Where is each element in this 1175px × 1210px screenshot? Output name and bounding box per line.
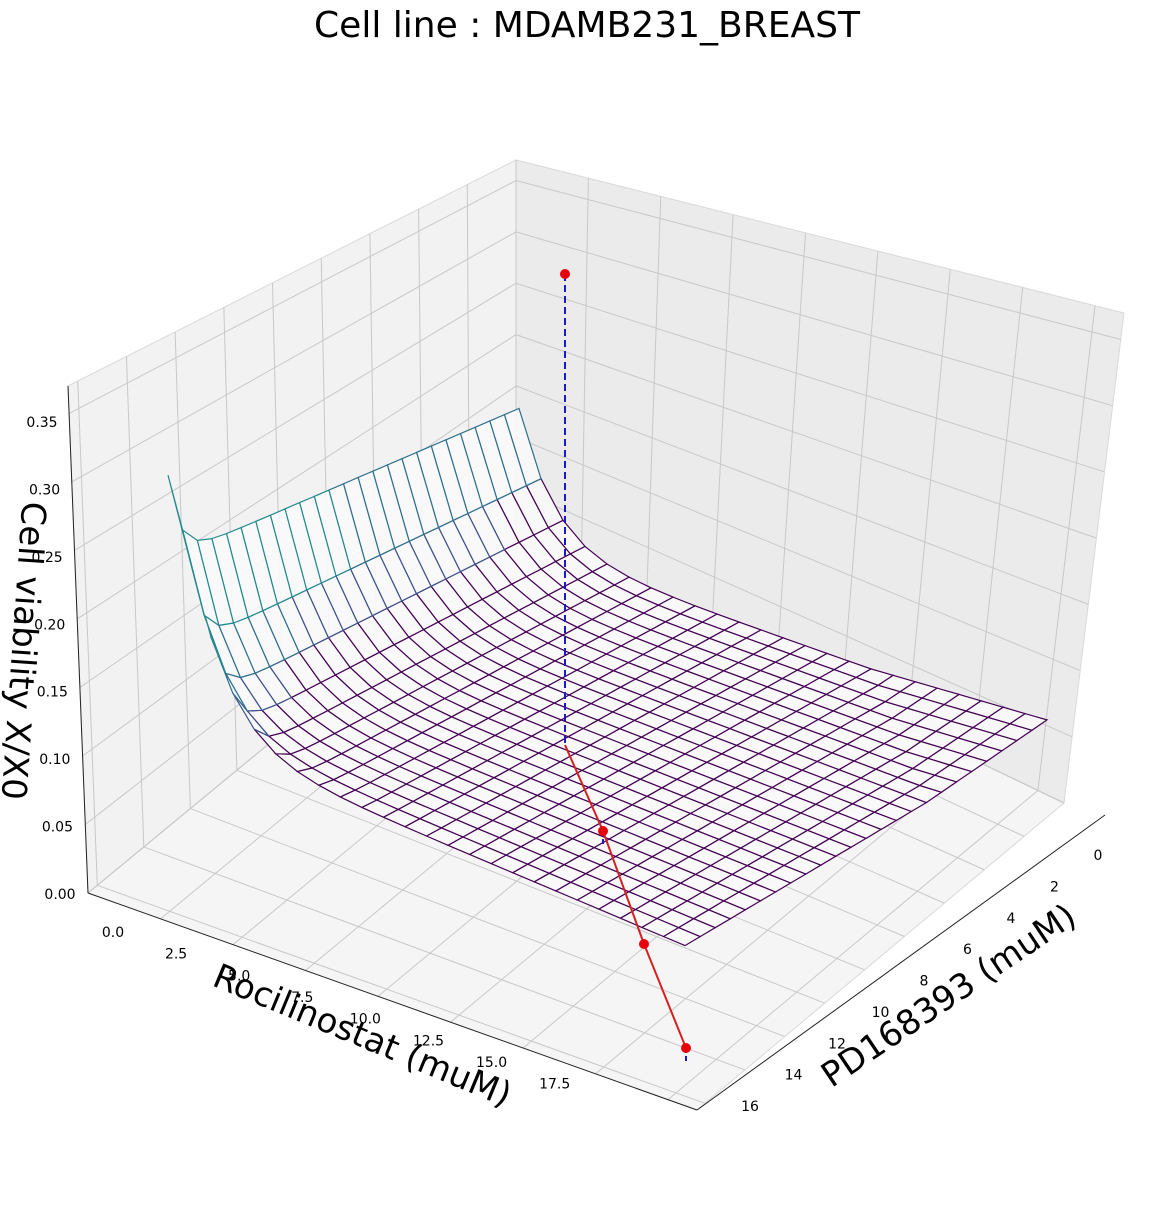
z-tick-label: 0.35 bbox=[26, 415, 57, 431]
z-tick-label: 0.10 bbox=[39, 752, 70, 768]
data-point bbox=[639, 939, 649, 949]
back-grid-x bbox=[972, 287, 1024, 760]
data-point bbox=[681, 1043, 691, 1053]
y-tick-label: 2 bbox=[1050, 879, 1059, 895]
x-tick-label: 12.5 bbox=[413, 1033, 444, 1049]
y-tick-label: 0 bbox=[1094, 848, 1103, 864]
surface-mesh bbox=[167, 407, 1049, 947]
z-grid-line bbox=[74, 282, 1105, 551]
z-axis-line bbox=[67, 385, 89, 894]
floor-grid-y bbox=[97, 884, 706, 1104]
y-axis-line bbox=[696, 814, 1106, 1111]
back-grid-x bbox=[776, 232, 807, 666]
y-tick-label: 12 bbox=[828, 1036, 846, 1052]
z-grid-line bbox=[76, 334, 1097, 620]
back-grid-x bbox=[906, 269, 951, 728]
z-tick-label: 0.05 bbox=[42, 820, 73, 836]
y-tick-label: 8 bbox=[920, 974, 929, 990]
left-grid-y bbox=[174, 331, 191, 809]
x-tick-label: 10.0 bbox=[350, 1012, 381, 1028]
back-grid-x bbox=[1037, 305, 1096, 791]
chart-title: Cell line : MDAMB231_BREAST bbox=[314, 5, 861, 46]
data-point bbox=[598, 826, 608, 836]
tick-labels: 0.0 2.5 5.0 7.5 10.0 12.5 15.0 17.5 0 2 4 6 8 10 12 14 1… bbox=[26, 415, 1102, 1115]
trajectory-line bbox=[564, 744, 687, 1049]
floor-grid-y bbox=[236, 769, 825, 1004]
back-grid-x bbox=[645, 196, 662, 603]
y-tick-label: 10 bbox=[872, 1005, 890, 1021]
x-axis-line bbox=[87, 892, 698, 1111]
left-grid-y bbox=[125, 356, 145, 847]
z-tick-label: 0.20 bbox=[34, 617, 65, 633]
left-grid-y bbox=[77, 381, 98, 886]
data-point bbox=[560, 269, 570, 279]
floor-grid-x bbox=[667, 790, 1039, 1101]
x-tick-label: 2.5 bbox=[165, 947, 187, 963]
x-tick-label: 0.0 bbox=[102, 925, 124, 941]
z-grid-line bbox=[71, 231, 1113, 483]
back-grid-x bbox=[711, 214, 734, 634]
x-tick-label: 15.0 bbox=[476, 1055, 507, 1071]
y-tick-label: 16 bbox=[741, 1099, 759, 1115]
floor-grid-y bbox=[190, 808, 785, 1038]
z-tick-label: 0.25 bbox=[32, 550, 63, 566]
z-tick-label: 0.30 bbox=[29, 482, 60, 498]
floor-grid-y bbox=[143, 846, 746, 1071]
z-tick-label: 0.00 bbox=[44, 887, 75, 903]
experimental-overlay bbox=[560, 269, 691, 1062]
x-tick-label: 7.5 bbox=[291, 990, 313, 1006]
surface-cell bbox=[167, 475, 205, 616]
z-grid-line bbox=[68, 180, 1121, 414]
back-grid-x bbox=[841, 251, 879, 697]
x-tick-label: 5.0 bbox=[228, 968, 250, 984]
y-tick-label: 4 bbox=[1007, 911, 1016, 927]
back-grid-x bbox=[580, 178, 589, 572]
y-tick-label: 6 bbox=[963, 942, 972, 958]
axis-lines bbox=[67, 385, 1106, 1111]
x-tick-label: 17.5 bbox=[539, 1077, 570, 1093]
z-tick-label: 0.15 bbox=[37, 685, 68, 701]
y-tick-label: 14 bbox=[785, 1068, 803, 1084]
